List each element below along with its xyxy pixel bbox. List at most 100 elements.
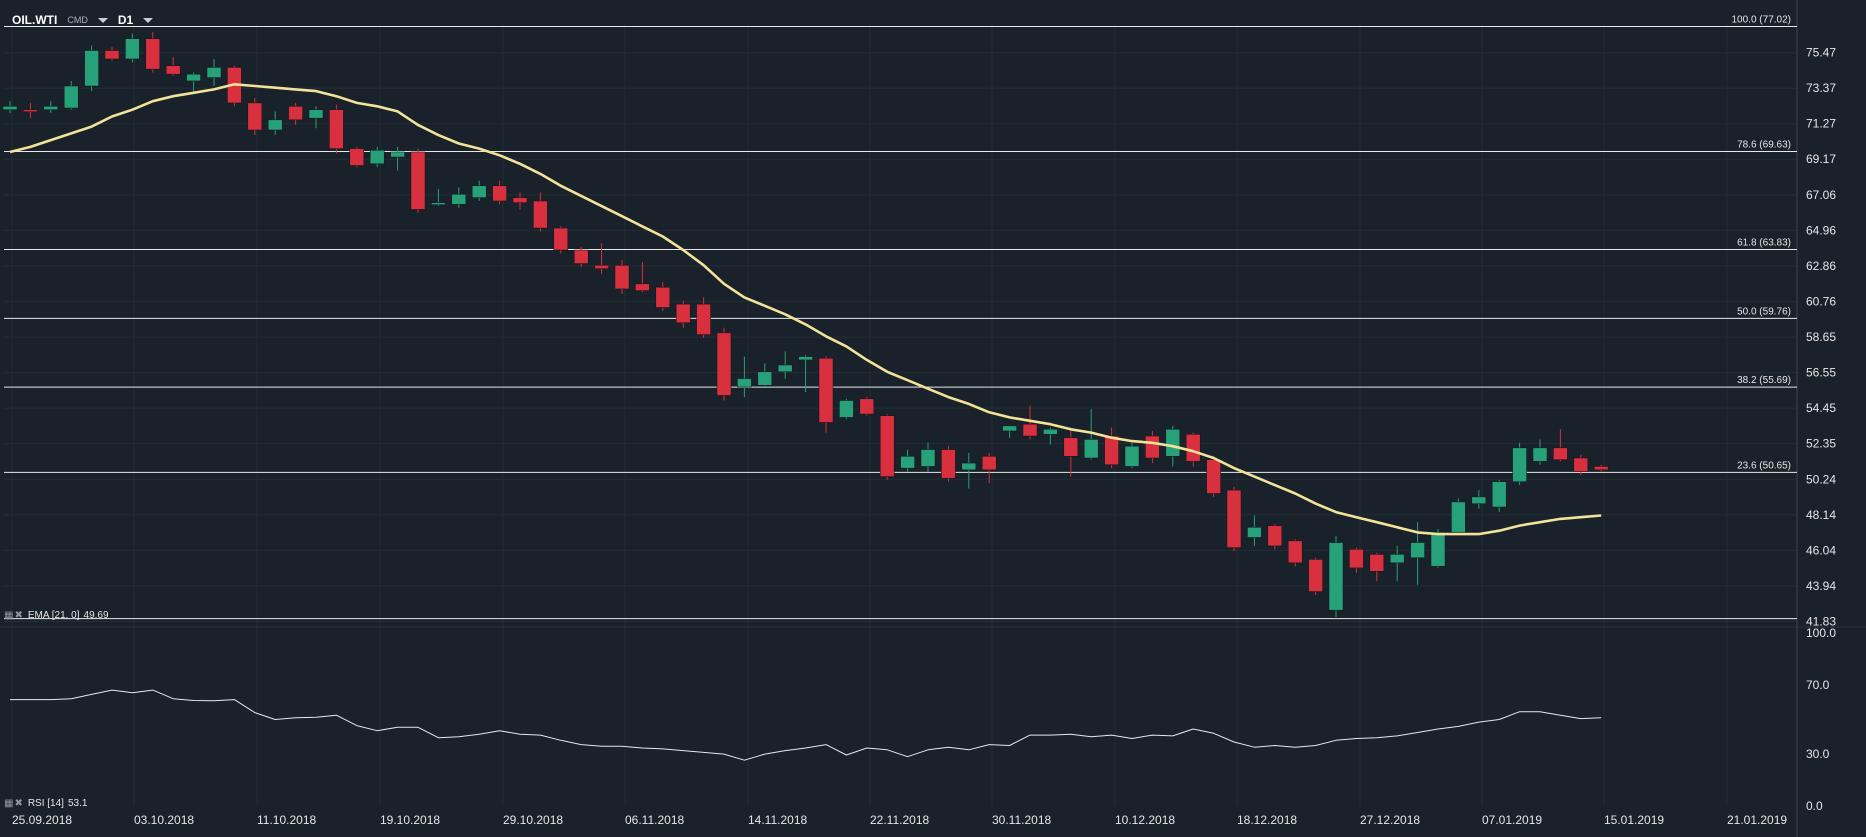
- candle-body: [859, 398, 875, 415]
- y-tick-label: 54.45: [1806, 401, 1836, 415]
- rsi-label: RSI [14]: [27, 798, 64, 809]
- candle-body: [757, 371, 773, 386]
- fib-level-label: 23.6 (50.65): [1737, 460, 1791, 471]
- candle-body: [451, 193, 467, 205]
- candle: [533, 192, 548, 232]
- candle-body: [1410, 542, 1425, 559]
- candle-body: [696, 303, 711, 335]
- candle: [1389, 545, 1405, 582]
- x-tick-label: 03.10.2018: [134, 813, 194, 827]
- y-tick-label: 41.83: [1806, 615, 1836, 629]
- candle: [981, 452, 997, 484]
- time-axis[interactable]: 25.09.2018 03.10.2018 11.10.2018 19.10.2018…: [12, 813, 1787, 827]
- y-tick-label: 48.14: [1806, 508, 1836, 522]
- candle-body: [63, 85, 79, 109]
- fib-level-label: 38.2 (55.69): [1737, 375, 1791, 386]
- candle: [1287, 539, 1303, 567]
- timeframe-label[interactable]: D1: [117, 13, 134, 27]
- candle-body: [920, 449, 936, 467]
- x-tick-label: 21.01.2019: [1727, 813, 1787, 827]
- symbol-dropdown-icon[interactable]: [97, 17, 108, 23]
- rsi-tick-label: 70.0: [1806, 678, 1830, 692]
- candle-body: [573, 249, 589, 264]
- y-tick-label: 62.86: [1806, 259, 1836, 273]
- candle: [675, 300, 691, 328]
- rsi-tick-label: 0.0: [1806, 799, 1823, 813]
- candle-body: [288, 106, 303, 121]
- candle: [859, 397, 875, 416]
- candle: [512, 192, 528, 210]
- candle: [1226, 486, 1242, 551]
- fibonacci-levels[interactable]: 100.0 (77.02) 78.6 (69.63) 61.8 (63.83) 50.…: [4, 15, 1797, 620]
- candle: [1471, 490, 1487, 509]
- candle-body: [1022, 423, 1038, 437]
- candle-body: [635, 283, 650, 291]
- candle-body: [390, 151, 405, 158]
- candle: [84, 45, 99, 92]
- candle-body: [1287, 540, 1303, 564]
- x-tick-label: 27.12.2018: [1360, 813, 1420, 827]
- timeframe-dropdown-icon[interactable]: [143, 17, 154, 23]
- ema-indicator-label[interactable]: ▦✖ EMA [21, 0] 49.69: [4, 610, 109, 621]
- indicator-settings-icon[interactable]: ▦✖: [4, 798, 24, 809]
- candle: [1083, 408, 1099, 460]
- rsi-indicator-label[interactable]: ▦✖ RSI [14] 53.1: [4, 798, 87, 809]
- rsi-series: [10, 689, 1602, 761]
- candle-body: [165, 65, 181, 75]
- candle: [1002, 425, 1017, 438]
- candle-body: [1063, 437, 1079, 457]
- price-axis[interactable]: 75.47 73.37 71.27 69.17 67.06 64.96 62.86 60.76…: [1806, 46, 1836, 629]
- candle-body: [308, 109, 324, 119]
- candle: [104, 47, 120, 61]
- candle: [798, 354, 813, 393]
- candle: [1267, 523, 1283, 550]
- ema-label: EMA [21, 0]: [27, 610, 80, 621]
- candle: [308, 106, 324, 129]
- x-tick-label: 22.11.2018: [870, 813, 929, 827]
- candle-body: [369, 150, 385, 165]
- candle: [431, 189, 446, 207]
- candle-body: [431, 202, 446, 205]
- candle-body: [1593, 466, 1609, 471]
- candle: [329, 104, 344, 154]
- candle: [879, 414, 895, 480]
- candle: [1573, 454, 1589, 475]
- x-tick-label: 11.10.2018: [257, 813, 316, 827]
- symbol-label[interactable]: OIL.WTI: [12, 13, 58, 27]
- candle-body: [818, 357, 834, 423]
- candle-body: [614, 264, 630, 290]
- rsi-axis[interactable]: 100.0 70.0 30.0 0.0: [1806, 626, 1836, 813]
- candle-body: [1043, 429, 1058, 435]
- x-tick-label: 10.12.2018: [1115, 813, 1175, 827]
- indicator-settings-icon[interactable]: ▦✖: [4, 610, 24, 621]
- instrument-type-label: CMD: [67, 15, 88, 25]
- candle-body: [1247, 527, 1262, 538]
- candle: [23, 102, 38, 119]
- y-tick-label: 43.94: [1806, 579, 1836, 593]
- candle: [1206, 456, 1221, 497]
- y-tick-label: 46.04: [1806, 543, 1836, 557]
- candle: [390, 146, 405, 171]
- candle: [1512, 442, 1527, 486]
- candle: [818, 356, 834, 433]
- candle: [349, 146, 365, 168]
- candle-body: [1267, 525, 1283, 547]
- fib-level-label: 50.0 (59.76): [1737, 306, 1791, 317]
- candle-body: [879, 415, 895, 477]
- candle: [410, 148, 426, 213]
- candle-body: [1369, 554, 1385, 572]
- candle: [900, 449, 915, 472]
- candle-body: [186, 73, 201, 82]
- candle: [920, 442, 936, 472]
- candle: [1532, 439, 1548, 465]
- candle: [1022, 405, 1038, 440]
- candle: [63, 80, 79, 110]
- candle: [696, 297, 711, 338]
- candle-body: [1349, 549, 1364, 569]
- candle-body: [798, 356, 813, 361]
- ema-line: [9, 83, 1602, 536]
- candle-body: [1451, 501, 1466, 533]
- candle-body: [1573, 457, 1589, 472]
